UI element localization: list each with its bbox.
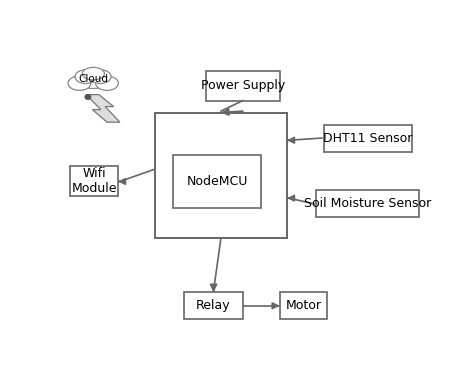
Text: Cloud: Cloud: [78, 74, 109, 84]
Polygon shape: [86, 95, 120, 122]
Ellipse shape: [68, 76, 91, 90]
Text: DHT11 Sensor: DHT11 Sensor: [323, 131, 412, 145]
Ellipse shape: [90, 70, 111, 84]
FancyBboxPatch shape: [316, 191, 419, 217]
Text: Relay: Relay: [196, 299, 231, 312]
Ellipse shape: [76, 72, 111, 88]
FancyBboxPatch shape: [70, 166, 118, 196]
Ellipse shape: [82, 67, 104, 80]
FancyBboxPatch shape: [324, 124, 412, 152]
FancyBboxPatch shape: [184, 292, 243, 319]
Ellipse shape: [96, 76, 118, 90]
FancyBboxPatch shape: [173, 154, 261, 209]
FancyBboxPatch shape: [155, 112, 287, 238]
Circle shape: [85, 95, 91, 100]
Text: Motor: Motor: [285, 299, 321, 312]
Ellipse shape: [75, 70, 96, 84]
Text: Soil Moisture Sensor: Soil Moisture Sensor: [304, 198, 431, 210]
Text: Wifi
Module: Wifi Module: [72, 168, 117, 195]
FancyBboxPatch shape: [280, 292, 328, 319]
Text: Power Supply: Power Supply: [201, 79, 285, 92]
Text: NodeMCU: NodeMCU: [187, 175, 248, 188]
FancyBboxPatch shape: [206, 71, 280, 101]
